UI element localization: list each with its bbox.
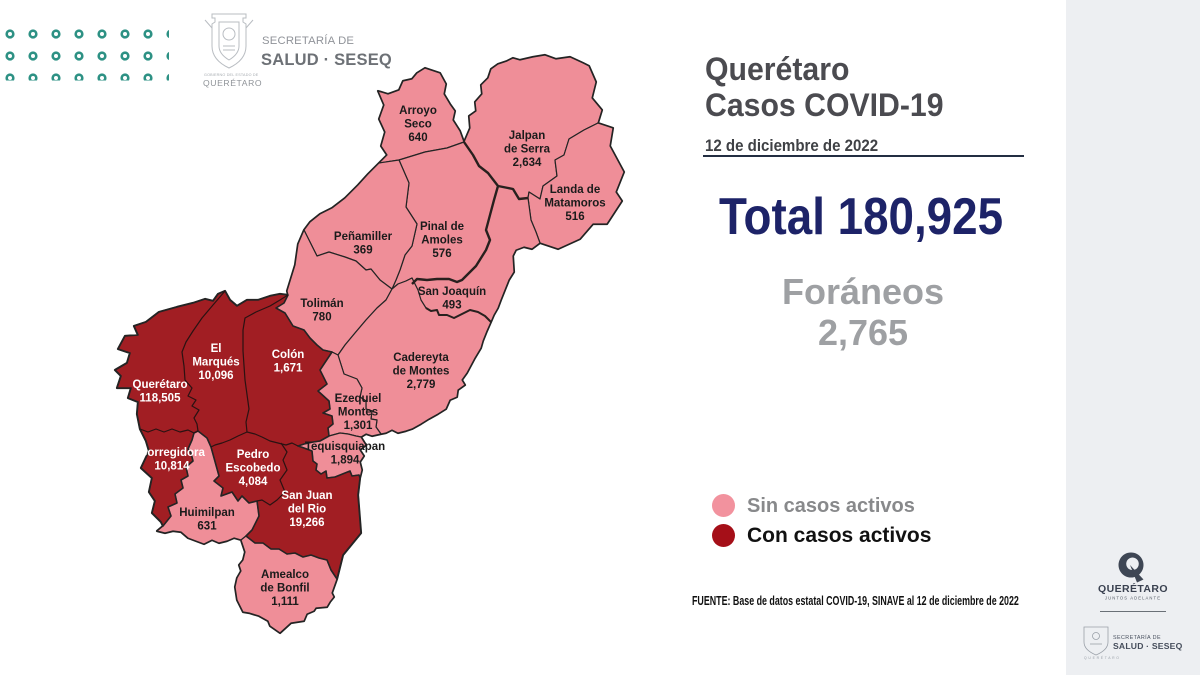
svg-text:576: 576 <box>432 248 451 260</box>
svg-text:1,894: 1,894 <box>331 455 360 467</box>
svg-text:1,111: 1,111 <box>271 596 299 608</box>
svg-text:1,301: 1,301 <box>344 420 373 432</box>
svg-text:QUERÉTARO: QUERÉTARO <box>203 78 262 88</box>
svg-text:516: 516 <box>565 211 584 223</box>
svg-text:Q U E R É T A R O: Q U E R É T A R O <box>1084 655 1119 660</box>
svg-text:QUERÉTARO: QUERÉTARO <box>1098 582 1168 595</box>
svg-text:SALUD · SESEQ: SALUD · SESEQ <box>1113 641 1183 651</box>
svg-text:2,779: 2,779 <box>407 379 436 391</box>
svg-text:19,266: 19,266 <box>289 517 324 529</box>
svg-text:Montes: Montes <box>338 407 378 419</box>
svg-text:493: 493 <box>442 300 461 312</box>
svg-text:Landa de: Landa de <box>550 184 600 196</box>
svg-text:SECRETARÍA DE: SECRETARÍA DE <box>262 34 354 47</box>
svg-text:San Joaquín: San Joaquín <box>418 286 486 298</box>
svg-text:Escobedo: Escobedo <box>226 463 281 475</box>
svg-text:1,671: 1,671 <box>274 363 303 375</box>
svg-text:Ezequiel: Ezequiel <box>335 393 382 405</box>
svg-text:10,814: 10,814 <box>154 461 190 473</box>
svg-text:JUNTOS ADELANTE: JUNTOS ADELANTE <box>1105 596 1161 601</box>
svg-text:GOBIERNO DEL ESTADO DE: GOBIERNO DEL ESTADO DE <box>204 73 259 77</box>
svg-text:El: El <box>211 343 222 355</box>
svg-text:Tequisquiapan: Tequisquiapan <box>305 441 385 453</box>
svg-text:10,096: 10,096 <box>198 370 233 382</box>
svg-text:Huimilpan: Huimilpan <box>179 507 235 519</box>
svg-text:640: 640 <box>408 132 427 144</box>
svg-text:SALUD · SESEQ: SALUD · SESEQ <box>261 51 392 69</box>
svg-text:Seco: Seco <box>404 119 432 131</box>
svg-text:Amoles: Amoles <box>421 235 463 247</box>
svg-text:Pedro: Pedro <box>237 449 270 461</box>
svg-text:118,505: 118,505 <box>140 393 182 405</box>
svg-text:Peñamiller: Peñamiller <box>334 231 393 243</box>
svg-text:Jalpan: Jalpan <box>509 130 545 142</box>
svg-text:Marqués: Marqués <box>192 357 239 369</box>
svg-text:SECRETARÍA DE: SECRETARÍA DE <box>1113 634 1161 641</box>
svg-text:de Bonfil: de Bonfil <box>260 583 309 595</box>
svg-text:631: 631 <box>197 521 217 533</box>
svg-text:Arroyo: Arroyo <box>399 105 437 117</box>
svg-text:2,634: 2,634 <box>513 157 542 169</box>
svg-text:Cadereyta: Cadereyta <box>393 352 449 364</box>
svg-text:Matamoros: Matamoros <box>544 198 605 210</box>
svg-text:Pinal de: Pinal de <box>420 221 464 233</box>
svg-text:Amealco: Amealco <box>261 569 309 581</box>
svg-text:San Juan: San Juan <box>281 490 332 502</box>
svg-text:Tolimán: Tolimán <box>300 298 343 310</box>
svg-text:Corregidora: Corregidora <box>139 447 205 459</box>
svg-text:de Serra: de Serra <box>504 144 551 156</box>
svg-text:de Montes: de Montes <box>393 366 450 378</box>
svg-text:del Rio: del Rio <box>288 504 326 516</box>
svg-text:Colón: Colón <box>272 349 305 361</box>
svg-text:369: 369 <box>353 245 372 257</box>
svg-text:Querétaro: Querétaro <box>133 379 188 391</box>
svg-text:780: 780 <box>312 312 331 324</box>
svg-text:4,084: 4,084 <box>239 476 268 488</box>
